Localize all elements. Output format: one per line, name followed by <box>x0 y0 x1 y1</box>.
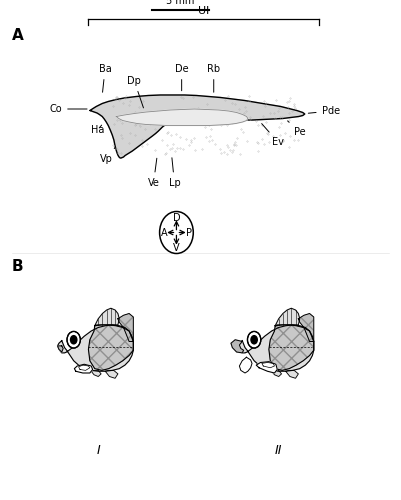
Circle shape <box>67 332 80 348</box>
Polygon shape <box>105 370 118 378</box>
Text: Vp: Vp <box>100 147 115 164</box>
Circle shape <box>70 335 77 344</box>
Polygon shape <box>275 308 300 326</box>
Text: De: De <box>175 64 188 90</box>
Text: Co: Co <box>50 104 87 114</box>
Polygon shape <box>239 357 252 373</box>
Text: Lp: Lp <box>168 158 180 188</box>
Polygon shape <box>74 364 93 373</box>
Polygon shape <box>118 314 133 342</box>
Circle shape <box>250 335 258 344</box>
Text: Ev: Ev <box>262 124 284 147</box>
Text: A: A <box>12 28 24 42</box>
Text: I: I <box>96 444 100 456</box>
Polygon shape <box>231 340 243 353</box>
Text: V: V <box>173 242 180 252</box>
Text: Ba: Ba <box>99 64 111 92</box>
Polygon shape <box>95 308 119 326</box>
Polygon shape <box>269 325 314 370</box>
Polygon shape <box>116 109 248 126</box>
Text: P: P <box>186 228 192 237</box>
Text: Pde: Pde <box>308 106 340 116</box>
Circle shape <box>160 212 193 254</box>
Polygon shape <box>90 95 305 158</box>
Text: Ul: Ul <box>198 6 209 16</box>
Text: Pe: Pe <box>288 121 306 137</box>
Text: Ha: Ha <box>91 125 104 135</box>
Polygon shape <box>88 325 133 370</box>
Polygon shape <box>256 362 277 373</box>
Text: II: II <box>275 444 282 456</box>
Circle shape <box>247 332 261 348</box>
Polygon shape <box>58 346 63 352</box>
Text: Dp: Dp <box>128 76 144 108</box>
Polygon shape <box>58 325 133 371</box>
Polygon shape <box>272 370 282 376</box>
Text: Rb: Rb <box>207 64 220 92</box>
Text: Ve: Ve <box>148 158 160 188</box>
Polygon shape <box>298 314 314 342</box>
Polygon shape <box>91 370 101 376</box>
Text: B: B <box>12 259 24 274</box>
Polygon shape <box>238 325 314 371</box>
Text: A: A <box>161 228 168 237</box>
Polygon shape <box>286 370 298 378</box>
Text: D: D <box>172 213 180 223</box>
Text: 5 mm: 5 mm <box>166 0 194 6</box>
